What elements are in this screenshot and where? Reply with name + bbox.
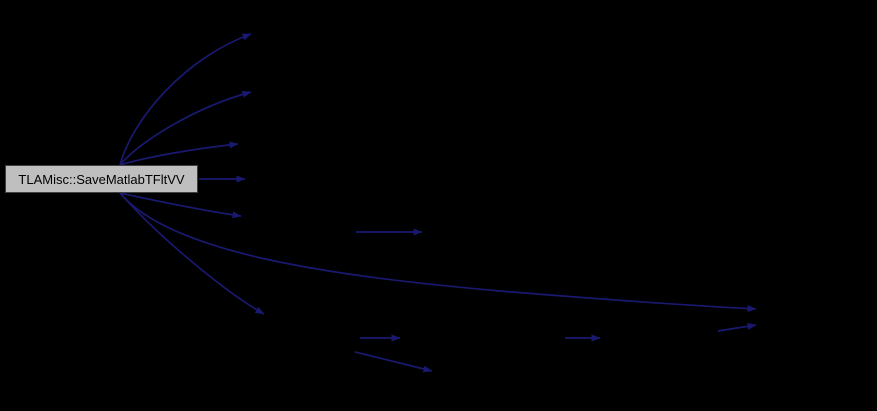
edge-root-to-target-2 (119, 90, 252, 166)
edge-root-to-target-7 (119, 192, 757, 313)
edge-root-to-target-3 (119, 141, 239, 166)
edge-root-to-target-1 (119, 33, 252, 166)
edge-node-i-to-target-7b (717, 322, 757, 332)
edge-root-to-target-6 (119, 192, 265, 315)
node-tlamisc-savematlabtfltvv[interactable]: TLAMisc::SaveMatlabTFltVV (5, 165, 198, 193)
node-label: TLAMisc::SaveMatlabTFltVV (18, 171, 185, 187)
edge-root-to-target-5 (119, 192, 242, 219)
edge-node-e-to-node-f (354, 351, 433, 373)
